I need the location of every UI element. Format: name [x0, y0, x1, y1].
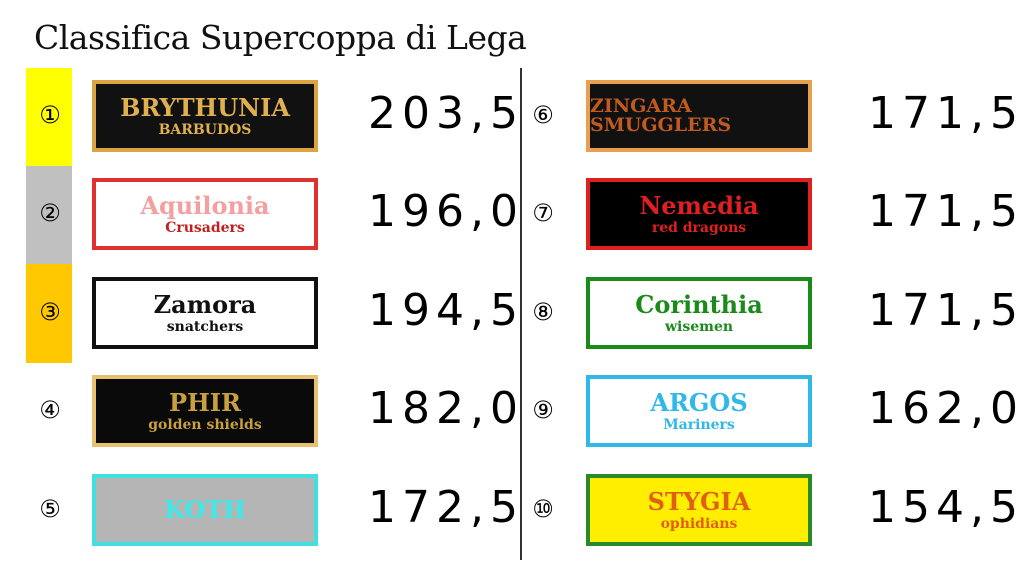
team-score: 171,5 — [868, 88, 1024, 139]
team-score: 172,5 — [368, 482, 524, 533]
team-logo: KOTH — [92, 474, 318, 546]
team-name: Corinthia — [635, 289, 763, 319]
team-subtitle: ophidians — [660, 515, 738, 532]
team-subtitle: wisemen — [664, 318, 734, 335]
page-title: Classifica Supercoppa di Lega — [34, 18, 527, 57]
team-score: 196,0 — [368, 186, 524, 237]
rank-number: ⑧ — [532, 298, 554, 326]
team-logo: ZINGARA SMUGGLERS — [586, 80, 812, 152]
rank-number: ④ — [39, 396, 61, 424]
team-score: 171,5 — [868, 285, 1024, 336]
team-logo: BRYTHUNIA BARBUDOS — [92, 80, 318, 152]
team-logo: Corinthia wisemen — [586, 277, 812, 349]
rank-number: ③ — [39, 298, 61, 326]
rank-number: ⑤ — [39, 495, 61, 523]
rank-number: ① — [39, 101, 61, 129]
team-name: Zamora — [153, 289, 257, 319]
first-place-highlight — [26, 68, 72, 166]
team-logo: Nemedia red dragons — [586, 178, 812, 250]
team-name: Aquilonia — [140, 190, 270, 220]
team-name: KOTH — [164, 495, 246, 524]
rank-number: ⑦ — [532, 199, 554, 227]
team-logo: Zamora snatchers — [92, 277, 318, 349]
team-logo: ARGOS Mariners — [586, 375, 812, 447]
team-subtitle: golden shields — [148, 416, 262, 433]
team-score: 182,0 — [368, 383, 524, 434]
column-divider — [520, 68, 522, 560]
second-place-highlight — [26, 166, 72, 264]
team-score: 171,5 — [868, 186, 1024, 237]
team-logo: Aquilonia Crusaders — [92, 178, 318, 250]
rank-number: ⑩ — [532, 495, 554, 523]
rank-number: ⑥ — [532, 101, 554, 129]
team-name: BRYTHUNIA — [120, 92, 290, 122]
team-score: 154,5 — [868, 482, 1024, 533]
team-name: ZINGARA SMUGGLERS — [590, 95, 732, 136]
team-logo: PHIR golden shields — [92, 375, 318, 447]
team-subtitle: red dragons — [651, 219, 747, 236]
team-subtitle: Mariners — [663, 416, 735, 433]
team-score: 203,5 — [368, 88, 524, 139]
rank-number: ⑨ — [532, 396, 554, 424]
team-name: ARGOS — [650, 387, 748, 417]
team-name: STYGIA — [647, 486, 751, 516]
team-score: 162,0 — [868, 383, 1024, 434]
rank-number: ② — [39, 199, 61, 227]
third-place-highlight — [26, 264, 72, 363]
team-subtitle: BARBUDOS — [158, 121, 252, 138]
team-subtitle: snatchers — [166, 318, 244, 335]
team-score: 194,5 — [368, 285, 524, 336]
team-name: PHIR — [169, 387, 241, 417]
team-logo: STYGIA ophidians — [586, 474, 812, 546]
team-name: Nemedia — [639, 190, 759, 220]
team-subtitle: Crusaders — [165, 219, 245, 236]
